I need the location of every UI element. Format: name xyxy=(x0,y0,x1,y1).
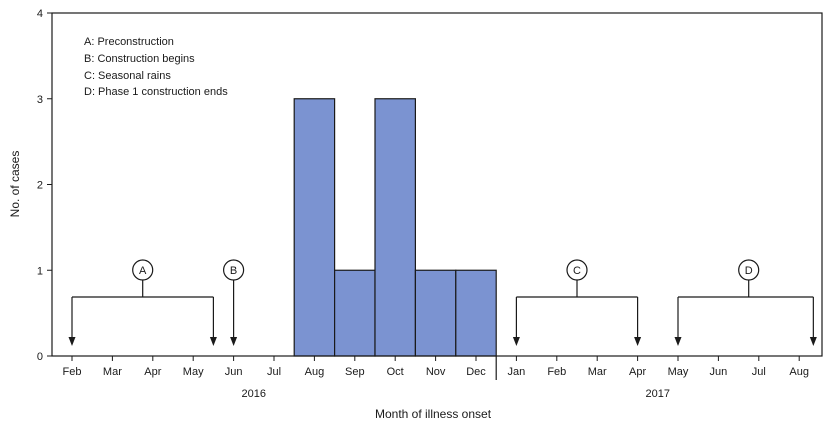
period-d-marker-label: D xyxy=(745,265,753,277)
period-b-marker-label: B xyxy=(230,265,237,277)
x-tick-label: Oct xyxy=(387,366,404,378)
bar-nov-3 xyxy=(414,269,457,357)
legend-entry-c: C: Seasonal rains xyxy=(84,70,171,82)
period-c-start-arrowhead xyxy=(512,337,520,346)
x-tick-label: Sep xyxy=(345,366,365,378)
plot-area: 0 1 2 3 4 Feb Mar Apr May Jun Jul Aug Sep Oct Nov Dec Ja… xyxy=(37,8,823,400)
legend-entry-b: B: Construction begins xyxy=(84,53,195,65)
x-tick-label: Jun xyxy=(225,366,243,378)
x-tick-label: Jul xyxy=(752,366,766,378)
period-b-marker-circle xyxy=(223,259,245,281)
y-tick-label: 1 xyxy=(37,265,43,277)
legend-entry-d: D: Phase 1 construction ends xyxy=(84,86,228,98)
period-b-arrowhead xyxy=(230,337,238,346)
period-c-marker-circle xyxy=(566,259,588,281)
period-d-end-arrowhead xyxy=(809,337,817,346)
bar-aug-0 xyxy=(293,98,336,357)
bar-oct-2 xyxy=(374,98,417,357)
period-a-marker-label: A xyxy=(139,265,147,277)
y-tick-label: 4 xyxy=(37,8,43,20)
x-tick-label: Mar xyxy=(103,366,122,378)
x-tick-label: Jun xyxy=(710,366,728,378)
year-label: 2017 xyxy=(646,388,670,400)
x-tick-label: Aug xyxy=(789,366,809,378)
bar-dec-4 xyxy=(455,269,497,357)
period-a-end-arrowhead xyxy=(209,337,217,346)
x-tick-label: May xyxy=(668,366,689,378)
x-tick-label: Jul xyxy=(267,366,281,378)
x-tick-label: Dec xyxy=(466,366,486,378)
y-tick-label: 0 xyxy=(37,351,43,363)
period-d-marker-circle xyxy=(738,259,760,281)
y-tick-label: 2 xyxy=(37,180,43,192)
x-tick-label: May xyxy=(183,366,204,378)
period-c-end-arrowhead xyxy=(634,337,642,346)
x-tick-label: Mar xyxy=(588,366,607,378)
legend: A: Preconstruction B: Construction begin… xyxy=(84,36,228,98)
period-a-start-arrowhead xyxy=(68,337,76,346)
year-label: 2016 xyxy=(242,388,266,400)
period-d-start-arrowhead xyxy=(674,337,682,346)
y-tick-label: 3 xyxy=(37,94,43,106)
x-tick-label: Jan xyxy=(508,366,526,378)
y-axis-title: No. of cases xyxy=(8,151,22,218)
period-c-marker-label: C xyxy=(573,265,581,277)
x-tick-label: Feb xyxy=(547,366,566,378)
x-tick-label: Apr xyxy=(629,366,646,378)
legend-entry-a: A: Preconstruction xyxy=(84,36,174,48)
x-tick-label: Feb xyxy=(63,366,82,378)
bar-sep-1 xyxy=(334,269,376,357)
x-tick-label: Aug xyxy=(305,366,325,378)
x-tick-label: Apr xyxy=(144,366,161,378)
x-axis-title: Month of illness onset xyxy=(375,407,492,421)
period-a-marker-circle xyxy=(132,259,154,281)
x-tick-label: Nov xyxy=(426,366,446,378)
